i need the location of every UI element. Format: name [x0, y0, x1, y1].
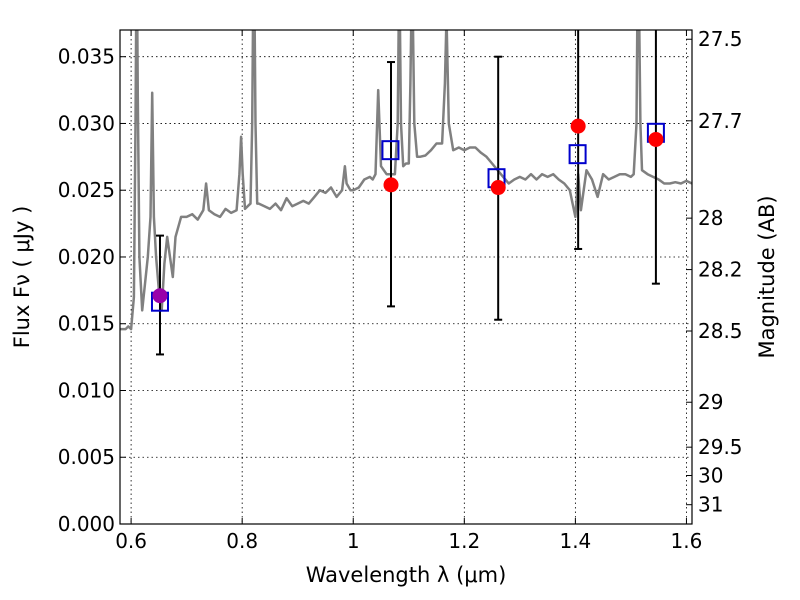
x-tick-label: 1.6 [671, 529, 703, 553]
x-axis-ticks: 0.6 0.8 1 1.2 1.4 1.6 [115, 30, 702, 553]
right-tick-label: 30 [698, 464, 723, 488]
right-axis-ticks: 27.5 27.7 28 28.2 28.5 29 29.5 30 31 [686, 27, 743, 517]
y-tick-label: 0.025 [58, 178, 115, 202]
right-tick-label: 31 [698, 493, 723, 517]
right-tick-label: 27.5 [698, 27, 743, 51]
observed-point [648, 131, 664, 147]
right-tick-label: 28 [698, 206, 723, 230]
y-axis-label: Flux Fν ( μJy ) [10, 206, 34, 349]
model-point [381, 140, 400, 161]
right-tick-label: 28.5 [698, 319, 743, 343]
y-tick-label: 0.030 [58, 111, 115, 135]
observed-points [152, 118, 664, 304]
right-axis-label: Magnitude (AB) [755, 195, 779, 358]
x-axis-label: Wavelength λ (μm) [306, 563, 507, 587]
y-tick-label: 0.035 [58, 45, 115, 69]
x-tick-label: 1.4 [559, 529, 591, 553]
right-tick-label: 29.5 [698, 435, 743, 459]
plot-frame [119, 29, 693, 525]
x-tick-label: 0.8 [226, 529, 258, 553]
observed-point [152, 288, 168, 304]
y-tick-label: 0.000 [58, 512, 115, 536]
right-tick-label: 29 [698, 390, 723, 414]
grid [120, 30, 692, 525]
y-tick-label: 0.005 [58, 445, 115, 469]
spectrum [120, 30, 692, 331]
y-tick-label: 0.020 [58, 245, 115, 269]
observed-point [383, 177, 399, 193]
x-tick-label: 1.2 [448, 529, 480, 553]
y-axis-ticks: 0.000 0.005 0.010 0.015 0.020 0.025 0.030 0.035 [58, 45, 126, 536]
observed-point [570, 118, 586, 134]
spectrum-line [120, 30, 692, 331]
right-tick-label: 28.2 [698, 258, 743, 282]
model-point [568, 144, 587, 165]
right-tick-label: 27.7 [698, 109, 743, 133]
y-tick-label: 0.015 [58, 312, 115, 336]
x-tick-label: 0.6 [115, 529, 147, 553]
observed-point [490, 180, 506, 196]
y-tick-label: 0.010 [58, 378, 115, 402]
x-tick-label: 1 [347, 529, 360, 553]
